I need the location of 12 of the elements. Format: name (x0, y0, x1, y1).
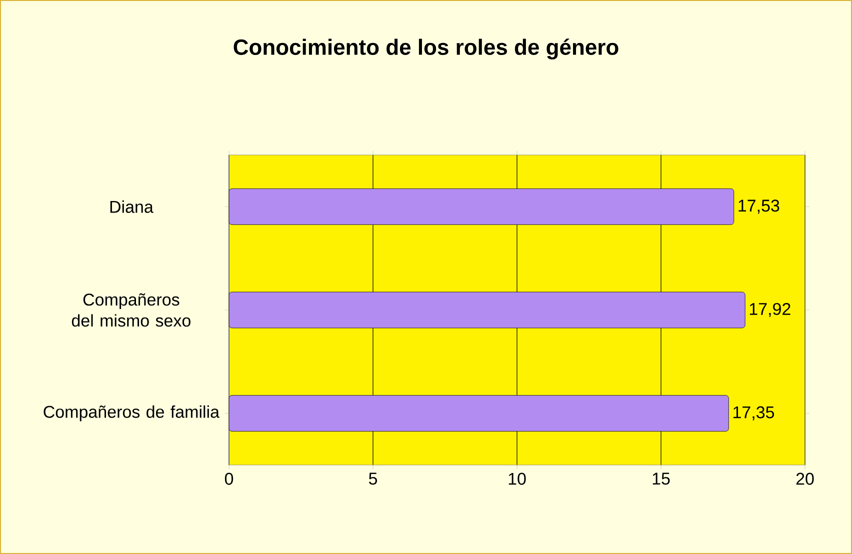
y-tick-label: Compañeros de familia (44, 405, 220, 422)
data-label: 17,35 (734, 406, 774, 420)
y-tick-label: Compañeros del mismo sexo (72, 293, 190, 327)
x-tick-label: 5 (368, 472, 378, 485)
x-tick-label: 0 (224, 472, 234, 485)
x-tick-label: 10 (508, 472, 526, 485)
x-tick-label: 15 (652, 472, 670, 485)
y-tick-label: Diana (110, 200, 154, 213)
data-label: 17,53 (738, 200, 780, 214)
data-label: 17,92 (750, 302, 790, 318)
chart-title: Conocimiento de los roles de género (234, 38, 618, 60)
x-tick-label: 20 (796, 472, 814, 485)
